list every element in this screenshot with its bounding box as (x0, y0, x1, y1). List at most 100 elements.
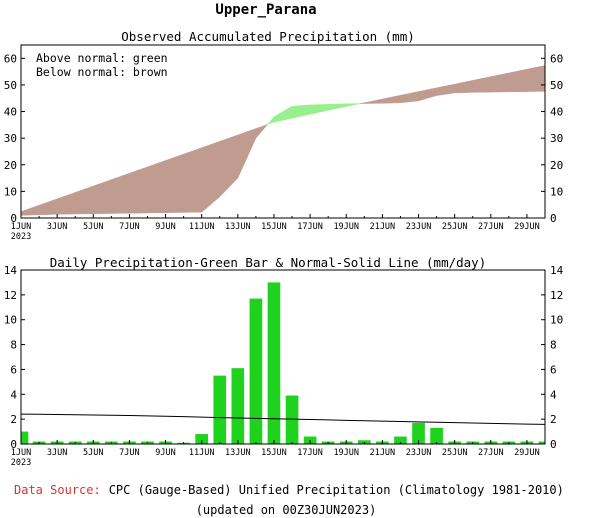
bottom-ytick-right-label: 0 (550, 438, 557, 451)
bottom-xtick-label: 3JUN (47, 448, 67, 458)
bottom-xtick-label: 29JUN (514, 448, 540, 458)
bottom-ytick-left-label: 2 (10, 413, 17, 426)
top-xtick-label: 23JUN (406, 222, 432, 232)
top-ytick-left-label: 10 (4, 185, 17, 198)
top-ytick-left-label: 50 (4, 79, 17, 92)
data-source-text: CPC (Gauge-Based) Unified Precipitation … (109, 483, 564, 497)
below-normal-area (20, 204, 40, 216)
top-xtick-label: 17JUN (297, 222, 323, 232)
top-xtick-label: 11JUN (189, 222, 215, 232)
bottom-xtick-label: 23JUN (406, 448, 432, 458)
bottom-ytick-right-label: 4 (550, 388, 557, 401)
top-xtick-label: 9JUN (155, 222, 175, 232)
top-xtick-label: 15JUN (261, 222, 287, 232)
bottom-ytick-right-label: 12 (550, 289, 563, 302)
bottom-ytick-right-label: 6 (550, 363, 557, 376)
below-normal-area (183, 147, 202, 213)
top-ytick-left-label: 30 (4, 132, 17, 145)
bottom-ytick-left-label: 0 (10, 438, 17, 451)
below-normal-area (454, 80, 473, 94)
top-frame (20, 44, 546, 219)
above-normal-area (309, 104, 329, 115)
below-normal-area (490, 72, 510, 93)
bottom-xtick-label: 27JUN (478, 448, 504, 458)
daily-precip-bar (195, 434, 209, 444)
above-normal-area (273, 105, 293, 123)
bottom-xtick-year: 2023 (11, 458, 31, 468)
below-normal-area (418, 87, 437, 102)
below-normal-area (255, 123, 269, 139)
top-xtick-label: 21JUN (370, 222, 396, 232)
footer-updated: (updated on 00Z30JUN2023) (196, 503, 377, 517)
below-normal-area (111, 172, 130, 214)
bottom-xtick-label: 7JUN (119, 448, 139, 458)
below-normal-area (219, 134, 239, 198)
daily-precip-bar (285, 395, 299, 444)
top-xtick-year: 2023 (11, 232, 31, 242)
data-source-label: Data Source: (14, 483, 101, 497)
bottom-ytick-right-label: 14 (550, 264, 564, 277)
below-normal-area (508, 68, 528, 93)
top-ytick-left-label: 20 (4, 159, 17, 172)
below-normal-area (147, 160, 166, 214)
top-xtick-label: 13JUN (225, 222, 251, 232)
below-normal-area (74, 185, 94, 215)
top-ytick-right-label: 30 (550, 132, 563, 145)
below-normal-area (436, 83, 455, 96)
daily-precip-bar (231, 368, 245, 444)
top-ytick-left-label: 40 (4, 106, 17, 119)
bottom-xtick-label: 1JUN (11, 448, 31, 458)
bottom-xtick-label: 11JUN (189, 448, 215, 458)
page-title: Upper_Parana (215, 2, 316, 18)
bottom-xtick-label: 5JUN (83, 448, 103, 458)
bottom-chart-title: Daily Precipitation-Green Bar & Normal-S… (50, 255, 487, 270)
accumulated-precip-panel: 0 0 10 10 20 20 30 30 40 40 50 50 60 60 1JUN 3JUN 5JUN 7J… (4, 44, 563, 242)
above-normal-area (345, 103, 361, 107)
top-xtick-label: 5JUN (83, 222, 103, 232)
daily-precip-bar (267, 282, 281, 444)
bottom-xtick-label: 15JUN (261, 448, 287, 458)
below-normal-area (526, 65, 546, 92)
daily-precip-bar (430, 427, 443, 444)
legend-below-normal: Below normal: brown (36, 65, 168, 79)
top-xtick-label: 29JUN (514, 222, 540, 232)
bottom-xtick-label: 25JUN (442, 448, 468, 458)
below-normal-area (201, 140, 221, 213)
daily-precip-bar (394, 436, 407, 444)
legend-above-normal: Above normal: green (36, 51, 168, 65)
bottom-ytick-left-label: 8 (10, 339, 17, 352)
bottom-xtick-label: 13JUN (225, 448, 251, 458)
below-normal-area (38, 198, 58, 216)
top-chart-title: Observed Accumulated Precipitation (mm) (121, 29, 415, 44)
top-xtick-label: 1JUN (11, 222, 31, 232)
bottom-xtick-label: 17JUN (297, 448, 323, 458)
footer-source: Data Source: CPC (Gauge-Based) Unified Pr… (14, 483, 564, 497)
below-normal-area (360, 102, 365, 104)
below-normal-area (382, 94, 401, 104)
bottom-ytick-right-label: 10 (550, 314, 563, 327)
below-normal-area (93, 179, 112, 214)
top-ytick-left-label: 0 (10, 212, 17, 225)
bottom-ytick-left-label: 4 (10, 388, 17, 401)
bottom-ytick-left-label: 12 (4, 289, 17, 302)
below-normal-area (165, 153, 184, 213)
below-normal-area (56, 192, 76, 215)
top-xtick-label: 27JUN (478, 222, 504, 232)
bottom-ytick-right-label: 2 (550, 413, 557, 426)
bottom-xtick-label: 9JUN (155, 448, 175, 458)
top-ytick-right-label: 0 (550, 212, 557, 225)
top-ytick-right-label: 60 (550, 52, 563, 65)
top-ytick-left-label: 60 (4, 52, 17, 65)
top-ytick-right-label: 50 (550, 79, 563, 92)
bottom-ytick-left-label: 10 (4, 314, 17, 327)
daily-precip-bar (249, 298, 263, 444)
accumulated-fill-group (20, 65, 546, 216)
normal-line (20, 413, 546, 425)
below-normal-area (472, 76, 492, 93)
below-normal-area (400, 91, 419, 104)
bottom-xtick-label: 21JUN (370, 448, 396, 458)
above-normal-area (327, 103, 347, 111)
above-normal-area (266, 116, 275, 126)
top-ytick-right-label: 10 (550, 185, 563, 198)
